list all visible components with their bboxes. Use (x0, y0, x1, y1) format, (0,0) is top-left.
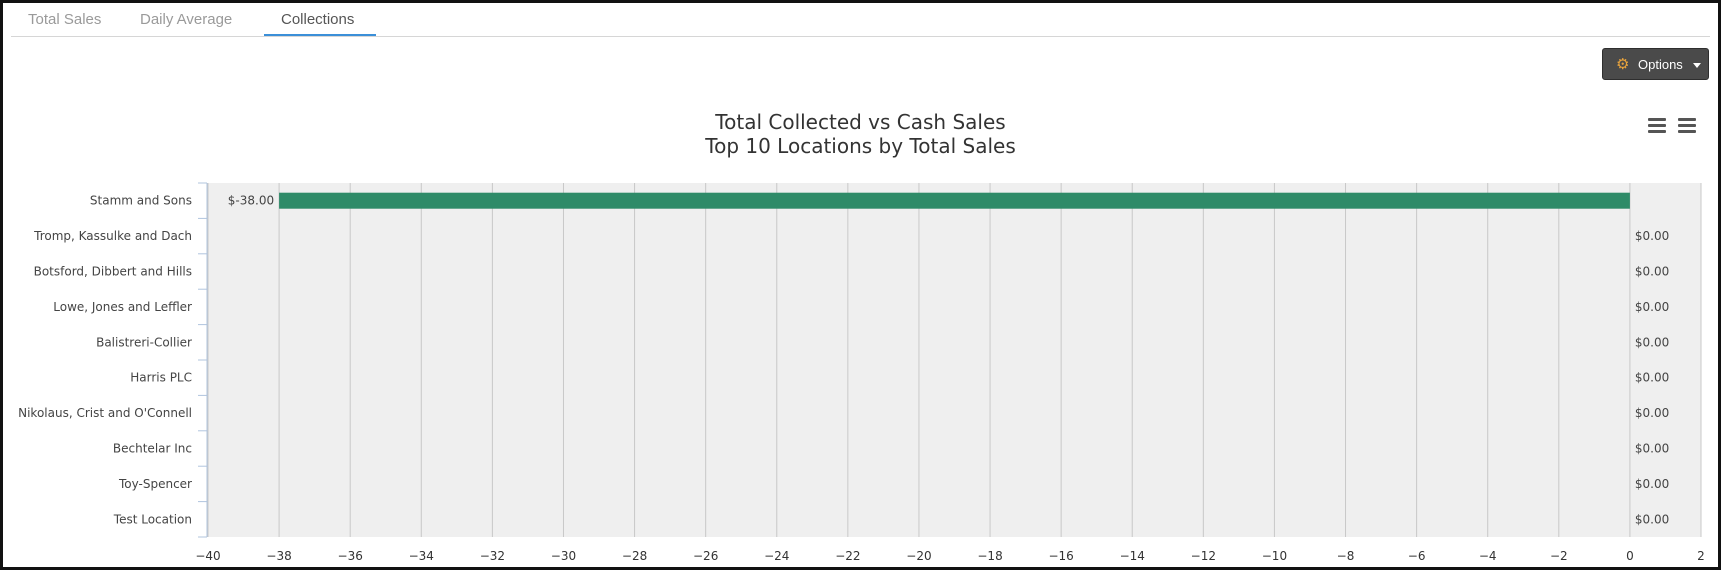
gears-icon: ⚙ (1616, 56, 1630, 73)
data-label: $0.00 (1635, 229, 1669, 243)
caret-down-icon (1693, 63, 1701, 68)
data-label: $0.00 (1635, 300, 1669, 314)
data-label: $0.00 (1635, 371, 1669, 385)
data-label: $0.00 (1635, 442, 1669, 456)
options-button[interactable]: ⚙ Options (1602, 48, 1709, 80)
x-tick-label: −18 (977, 549, 1002, 563)
tab-daily-average[interactable]: Daily Average (140, 11, 233, 28)
active-tab-indicator (264, 34, 376, 36)
x-tick-label: −6 (1408, 549, 1426, 563)
category-label: Bechtelar Inc (113, 442, 192, 456)
options-button-label: Options (1638, 57, 1683, 72)
category-label: Nikolaus, Crist and O'Connell (18, 406, 192, 420)
data-label: $0.00 (1635, 265, 1669, 279)
x-tick-label: −26 (693, 549, 718, 563)
x-tick-label: −20 (906, 549, 931, 563)
category-label: Harris PLC (130, 371, 192, 385)
x-tick-label: −10 (1262, 549, 1287, 563)
chart-title: Total Collected vs Cash Sales (715, 110, 1006, 134)
data-label: $0.00 (1635, 512, 1669, 526)
x-tick-label: 0 (1626, 549, 1634, 563)
plot-area (208, 183, 1701, 537)
hamburger-menu-icon[interactable] (1647, 116, 1667, 134)
x-tick-label: −24 (764, 549, 789, 563)
data-label: $0.00 (1635, 335, 1669, 349)
x-tick-label: −8 (1337, 549, 1355, 563)
x-tick-label: −12 (1191, 549, 1216, 563)
category-label: Test Location (113, 512, 192, 526)
x-tick-label: −22 (835, 549, 860, 563)
x-tick-label: −36 (338, 549, 363, 563)
data-label: $-38.00 (228, 194, 274, 208)
tab-collections[interactable]: Collections (281, 11, 355, 28)
data-label: $0.00 (1635, 477, 1669, 491)
category-label: Toy-Spencer (118, 477, 192, 491)
category-label: Balistreri-Collier (96, 335, 192, 349)
hamburger-menu-icon[interactable] (1677, 116, 1697, 134)
x-tick-label: 2 (1697, 549, 1705, 563)
tab-total-sales[interactable]: Total Sales (28, 11, 102, 28)
chart-subtitle: Top 10 Locations by Total Sales (705, 134, 1016, 158)
bar (279, 192, 1630, 209)
data-label: $0.00 (1635, 406, 1669, 420)
tab-bar: Total Sales Daily Average Collections (11, 3, 1710, 37)
x-tick-label: −32 (480, 549, 505, 563)
x-tick-label: −30 (551, 549, 576, 563)
x-tick-label: −34 (409, 549, 434, 563)
category-label: Stamm and Sons (90, 194, 192, 208)
x-tick-label: −14 (1120, 549, 1145, 563)
x-tick-label: −38 (266, 549, 291, 563)
x-tick-label: −40 (195, 549, 220, 563)
category-label: Lowe, Jones and Leffler (53, 300, 192, 314)
x-tick-label: −4 (1479, 549, 1497, 563)
category-label: Tromp, Kassulke and Dach (33, 229, 192, 243)
x-tick-label: −28 (622, 549, 647, 563)
category-label: Botsford, Dibbert and Hills (34, 265, 192, 279)
x-tick-label: −2 (1550, 549, 1568, 563)
x-tick-label: −16 (1048, 549, 1073, 563)
